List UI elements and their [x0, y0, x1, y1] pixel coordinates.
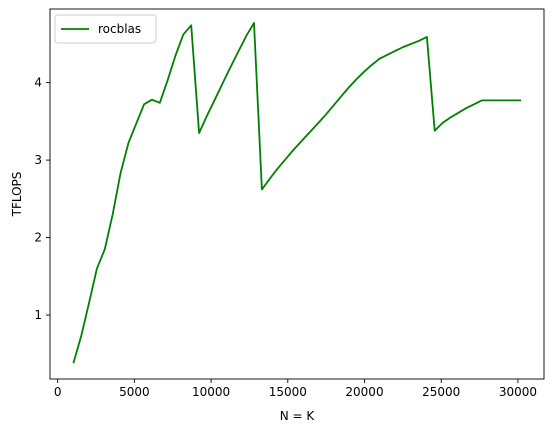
legend-box	[54, 14, 157, 44]
x-tick-label: 10000	[192, 385, 230, 399]
y-axis-label: TFLOPS	[10, 172, 24, 218]
y-tick-label: 3	[34, 153, 42, 167]
x-tick-label: 0	[54, 385, 62, 399]
y-axis-ticks: 1 2 3 4	[34, 76, 50, 322]
y-tick-label: 1	[34, 308, 42, 322]
plot-frame	[49, 8, 545, 380]
x-axis-ticks: 0 5000 10000 15000 20000 25000 30000	[54, 379, 537, 399]
series-line-rocblas	[72, 21, 522, 364]
x-tick-label: 20000	[345, 385, 383, 399]
plot-background	[50, 9, 544, 379]
legend: rocblas	[54, 14, 157, 44]
x-tick-label: 5000	[119, 385, 150, 399]
legend-label-rocblas: rocblas	[98, 22, 141, 36]
y-tick-label: 2	[34, 231, 42, 245]
x-tick-label: 15000	[269, 385, 307, 399]
x-tick-label: 30000	[499, 385, 537, 399]
x-tick-label: 25000	[422, 385, 460, 399]
y-tick-label: 4	[34, 76, 42, 90]
x-axis-label: N = K	[280, 409, 316, 423]
